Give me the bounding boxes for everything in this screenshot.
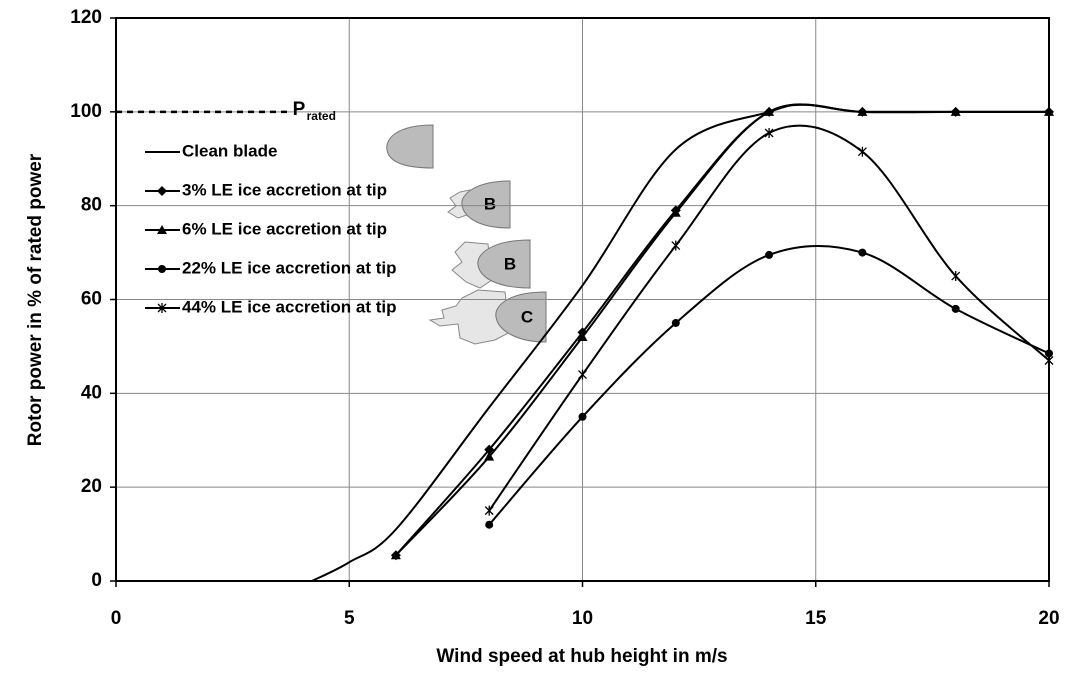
series-line — [395, 103, 1049, 556]
x-axis-label: Wind speed at hub height in m/s — [436, 646, 727, 667]
data-point — [951, 304, 960, 313]
y-tick-label: 0 — [91, 570, 102, 591]
legend-label: 3% LE ice accretion at tip — [182, 180, 387, 199]
data-point — [577, 332, 588, 342]
legend-label: Clean blade — [182, 141, 277, 160]
data-point — [578, 412, 587, 421]
legend-label: 44% LE ice accretion at tip — [182, 297, 396, 316]
x-tick-label: 10 — [572, 608, 593, 629]
annotation: B — [504, 254, 516, 273]
data-point — [671, 240, 681, 251]
clean-profile-icon — [386, 124, 434, 169]
data-point — [390, 550, 401, 560]
data-point — [484, 505, 494, 516]
data-point — [671, 318, 680, 327]
legend-label: 22% LE ice accretion at tip — [182, 258, 396, 277]
annotation: B — [484, 194, 496, 213]
series-line — [488, 124, 1050, 512]
data-point — [950, 106, 961, 116]
y-tick-label: 20 — [81, 476, 102, 497]
y-axis-label: Rotor power in % of rated power — [25, 153, 46, 446]
profile-icon — [461, 180, 511, 229]
x-tick-label: 5 — [344, 608, 355, 629]
data-point — [857, 146, 867, 157]
data-point — [951, 271, 961, 282]
legend-marker — [157, 186, 167, 196]
data-point — [1045, 349, 1053, 358]
x-tick-label: 20 — [1038, 608, 1059, 629]
y-tick-label: 40 — [81, 382, 102, 403]
data-point — [1044, 106, 1054, 116]
reference-label: P — [293, 99, 306, 120]
reference-subscript: rated — [307, 109, 336, 123]
y-tick-label: 80 — [81, 195, 102, 216]
y-tick-label: 100 — [70, 101, 102, 122]
x-tick-label: 0 — [111, 608, 122, 629]
data-point — [857, 106, 868, 116]
x-tick-label: 15 — [805, 608, 827, 629]
data-point — [484, 444, 495, 455]
data-point — [485, 520, 494, 529]
series-line — [488, 244, 1050, 526]
data-point — [764, 127, 774, 138]
plot-frame — [115, 17, 1050, 582]
y-tick-label: 120 — [70, 7, 102, 28]
legend-label: 6% LE ice accretion at tip — [182, 219, 387, 238]
y-tick-label: 60 — [81, 289, 102, 310]
legend-marker — [158, 265, 166, 273]
series-line — [311, 103, 1049, 582]
data-point — [764, 106, 775, 116]
data-point — [578, 369, 587, 380]
profile-icon — [477, 239, 531, 289]
data-point — [765, 250, 774, 259]
annotation: C — [521, 307, 533, 326]
data-point — [1044, 355, 1054, 366]
legend-marker — [157, 303, 167, 313]
data-point — [484, 451, 495, 461]
data-point — [670, 207, 681, 217]
profile-icon — [495, 291, 547, 343]
data-point — [858, 248, 867, 257]
ice-icons — [386, 124, 547, 345]
legend-marker — [157, 225, 167, 234]
